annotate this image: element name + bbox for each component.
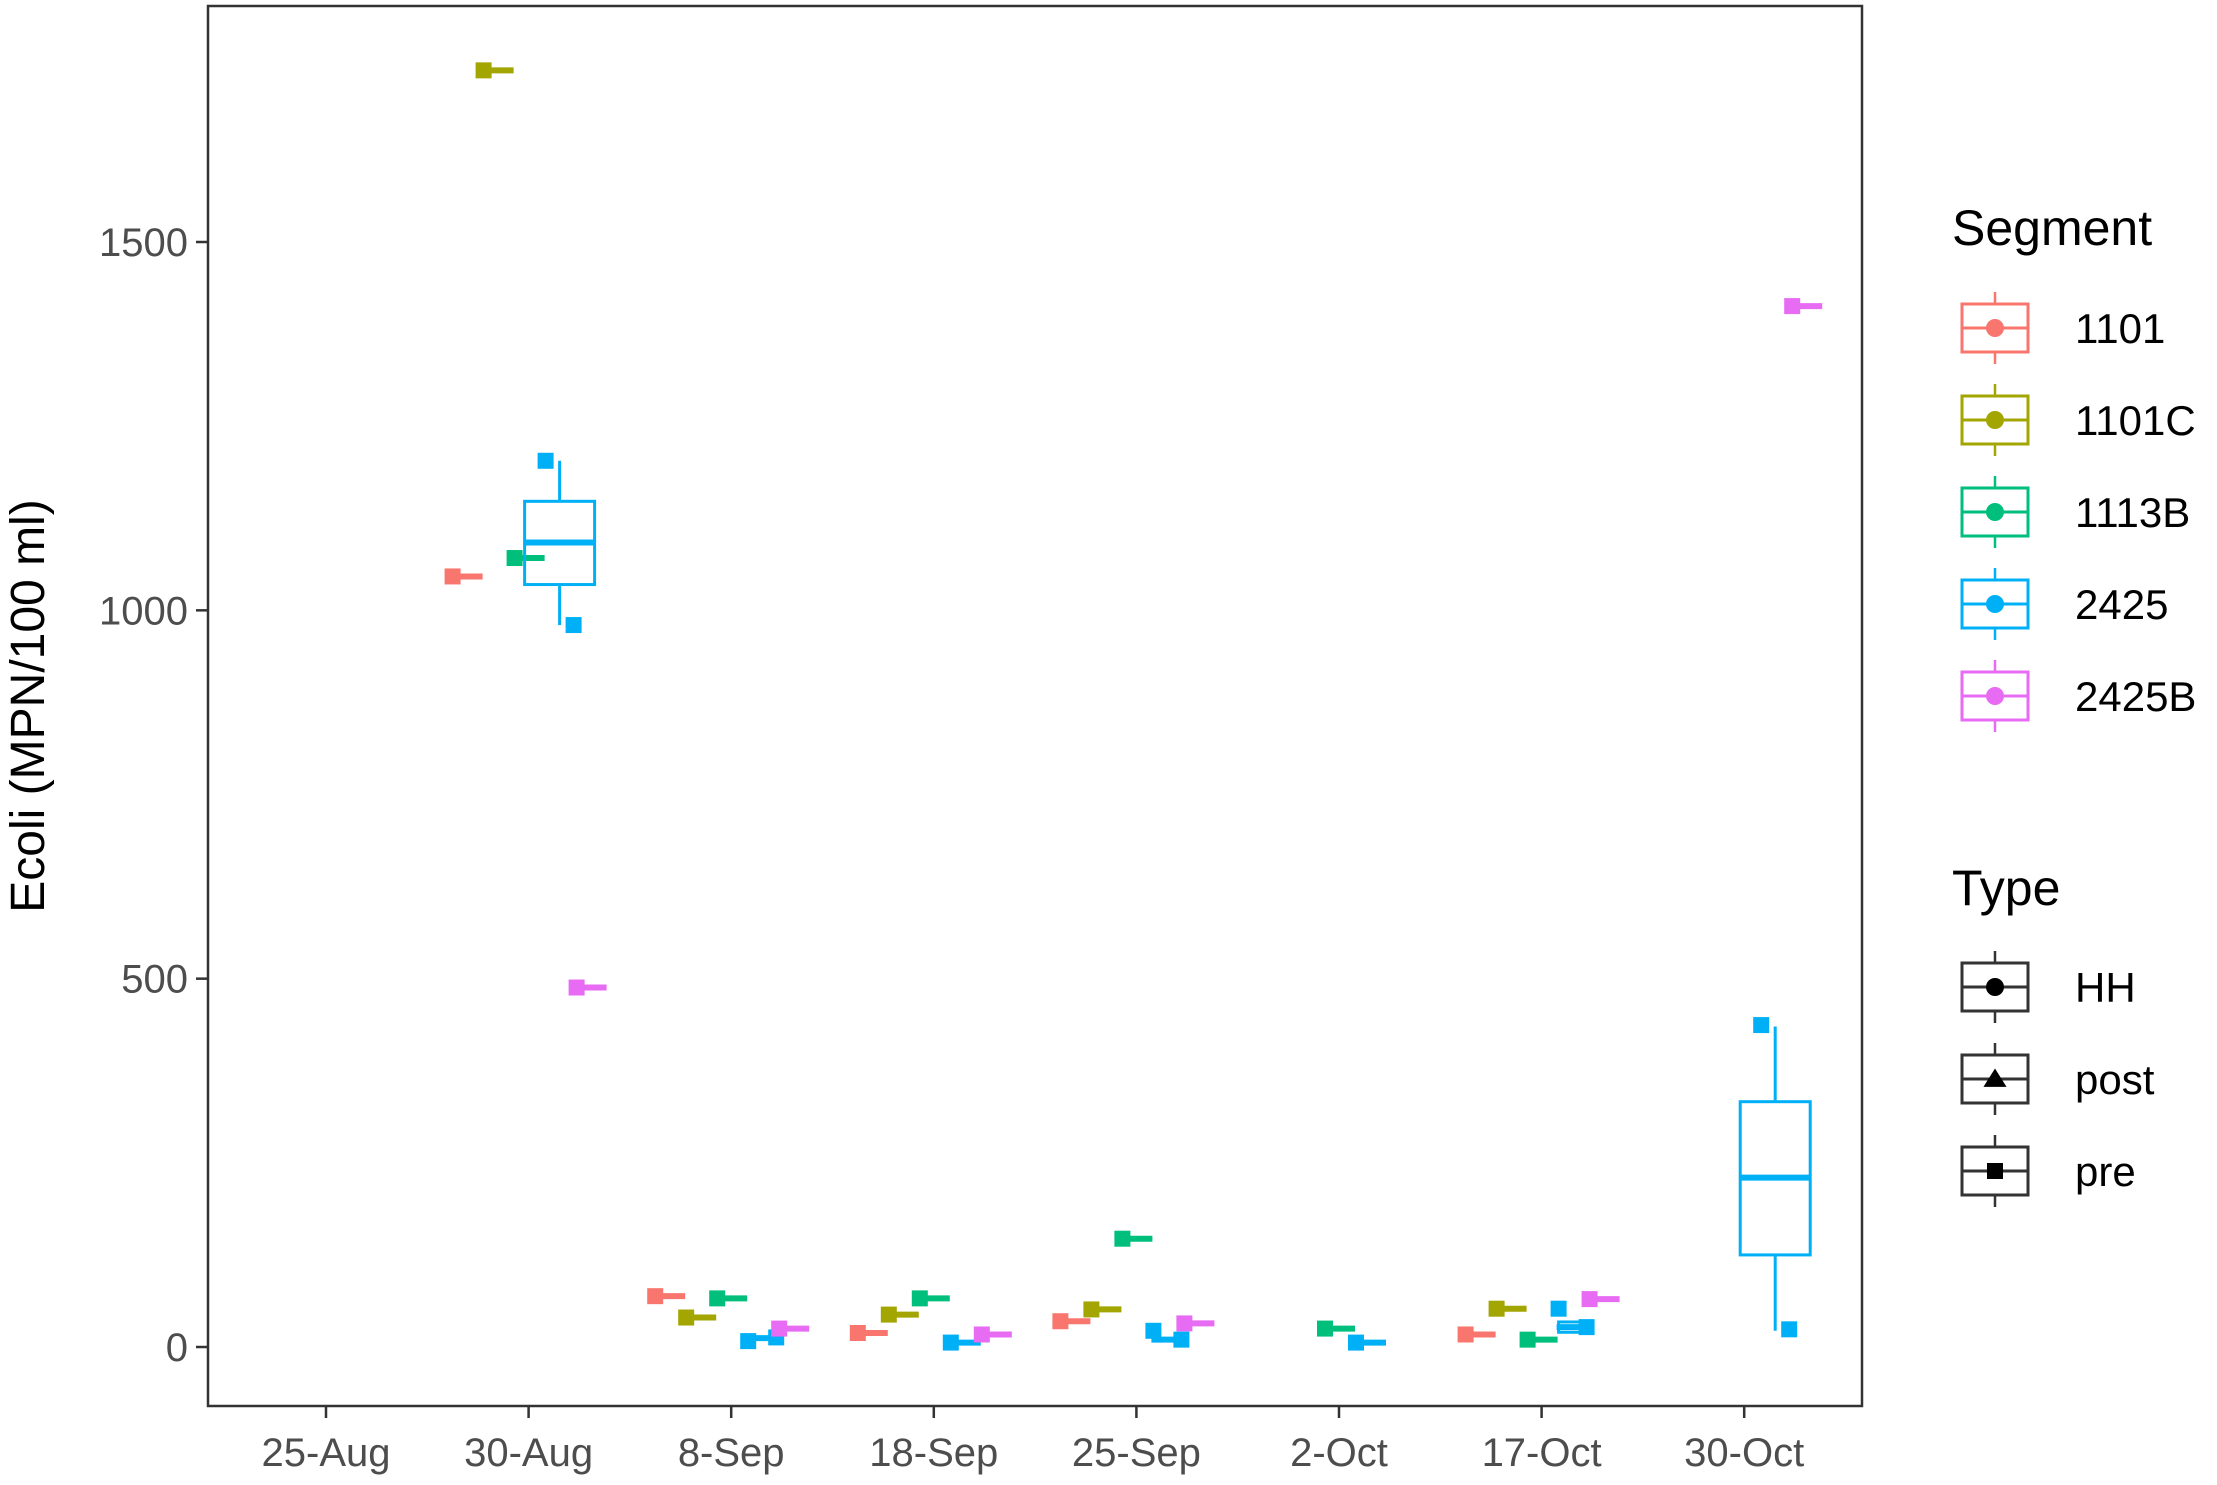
x-tick-label: 18-Sep (869, 1431, 998, 1475)
point-30-Aug-2425-HH (565, 617, 582, 634)
point-17-Oct-2425B-post (1581, 1291, 1598, 1308)
legend-segment-item-1113B: 1113B (1960, 476, 2190, 548)
legend-key-point (1986, 503, 2004, 521)
x-tick-label: 2-Oct (1290, 1431, 1388, 1475)
point-18-Sep-2425B-post (973, 1326, 990, 1343)
point-30-Aug-1101-HH (444, 568, 461, 585)
box-30-Aug-2425 (523, 460, 597, 626)
legend-type-label: HH (2075, 964, 2136, 1011)
legend-segment-label: 1101C (2075, 397, 2196, 444)
point-18-Sep-2425-post (942, 1334, 959, 1351)
point-17-Oct-2425-post (1550, 1300, 1567, 1317)
legend-type-item-post: post (1960, 1043, 2155, 1115)
point-17-Oct-2425-pre (1578, 1319, 1595, 1336)
legend-type-title: Type (1952, 860, 2060, 916)
x-axis: 25-Aug 30-Aug 8-Sep 18-Sep 25-Sep 2-Oct 17-Oct… (262, 1406, 1804, 1475)
x-tick-label: 17-Oct (1482, 1431, 1602, 1475)
point-18-Sep-1113B-post (911, 1290, 928, 1307)
legend-segment-item-2425: 2425 (1960, 568, 2168, 640)
plot-area (444, 62, 1823, 1351)
legend-key-square-icon (1987, 1163, 2003, 1179)
legend-type-item-HH: HH (1960, 951, 2136, 1023)
point-25-Sep-1101-post (1052, 1313, 1069, 1330)
y-tick-label: 500 (121, 958, 188, 1002)
box-30-Oct-2425 (1738, 1026, 1812, 1331)
point-25-Sep-1101C-post (1083, 1301, 1100, 1318)
point-17-Oct-1101C-post (1488, 1300, 1505, 1317)
legend-key-point (1986, 411, 2004, 429)
legend-segment: Segment 1101 1101C 1113B 2425 2425B (1952, 200, 2196, 732)
legend-key-point (1986, 595, 2004, 613)
legend-type-label: pre (2075, 1148, 2136, 1195)
y-tick-label: 0 (166, 1326, 188, 1370)
legend-segment-item-1101: 1101 (1960, 292, 2165, 364)
point-8-Sep-1101C-post (678, 1309, 695, 1326)
point-30-Aug-1113B-HH (506, 550, 523, 567)
y-tick-label: 1500 (99, 221, 188, 265)
point-30-Aug-2425-HH (537, 452, 554, 469)
point-17-Oct-1101-post (1457, 1326, 1474, 1343)
plot-panel-border (206, 4, 1864, 1408)
point-30-Aug-1101C-HH (475, 62, 492, 79)
x-tick-label: 8-Sep (678, 1431, 785, 1475)
point-25-Sep-2425-post (1145, 1322, 1162, 1339)
legend-type: Type HH post pre (1952, 860, 2155, 1207)
legend-type-item-pre: pre (1960, 1135, 2136, 1207)
legend-segment-label: 2425B (2075, 673, 2196, 720)
point-30-Oct-2425-post (1781, 1321, 1798, 1338)
point-2-Oct-2425-post (1348, 1334, 1364, 1351)
point-8-Sep-2425B-post (771, 1320, 788, 1337)
point-18-Sep-1101-post (849, 1325, 866, 1342)
legend-key-circle-icon (1986, 978, 2004, 996)
point-25-Sep-2425-pre (1173, 1331, 1190, 1348)
point-8-Sep-1113B-post (709, 1290, 726, 1307)
legend-type-label: post (2075, 1056, 2155, 1103)
x-tick-label: 25-Sep (1072, 1431, 1201, 1475)
x-tick-label: 30-Oct (1684, 1431, 1804, 1475)
y-tick-label: 1000 (99, 589, 188, 633)
point-30-Aug-2425B-HH (568, 979, 585, 996)
x-tick-label: 30-Aug (464, 1431, 593, 1475)
point-25-Sep-2425B-post (1176, 1315, 1193, 1332)
y-axis-title: Ecoli (MPN/100 ml) (2, 499, 55, 912)
legend-segment-item-2425B: 2425B (1960, 660, 2196, 732)
point-8-Sep-2425-post (740, 1333, 757, 1350)
point-25-Sep-1113B-post (1114, 1230, 1131, 1247)
point-18-Sep-1101C-post (880, 1306, 897, 1323)
legend-segment-label: 1101 (2075, 305, 2165, 352)
legend-key-triangle-icon (1983, 1068, 2007, 1087)
point-8-Sep-1101-post (647, 1288, 664, 1305)
legend-key-point (1986, 687, 2004, 705)
point-30-Oct-2425B-post (1784, 298, 1801, 315)
legend-segment-title: Segment (1952, 200, 2152, 256)
legend-segment-label: 1113B (2075, 489, 2190, 536)
y-axis: 0 500 1000 1500 (99, 221, 208, 1370)
legend-segment-item-1101C: 1101C (1960, 384, 2196, 456)
point-2-Oct-1113B-post (1317, 1320, 1333, 1337)
point-30-Oct-2425-post (1753, 1017, 1770, 1034)
point-17-Oct-1113B-post (1519, 1331, 1536, 1348)
x-tick-label: 25-Aug (262, 1431, 391, 1475)
legend-segment-label: 2425 (2075, 581, 2168, 628)
legend-key-point (1986, 319, 2004, 337)
